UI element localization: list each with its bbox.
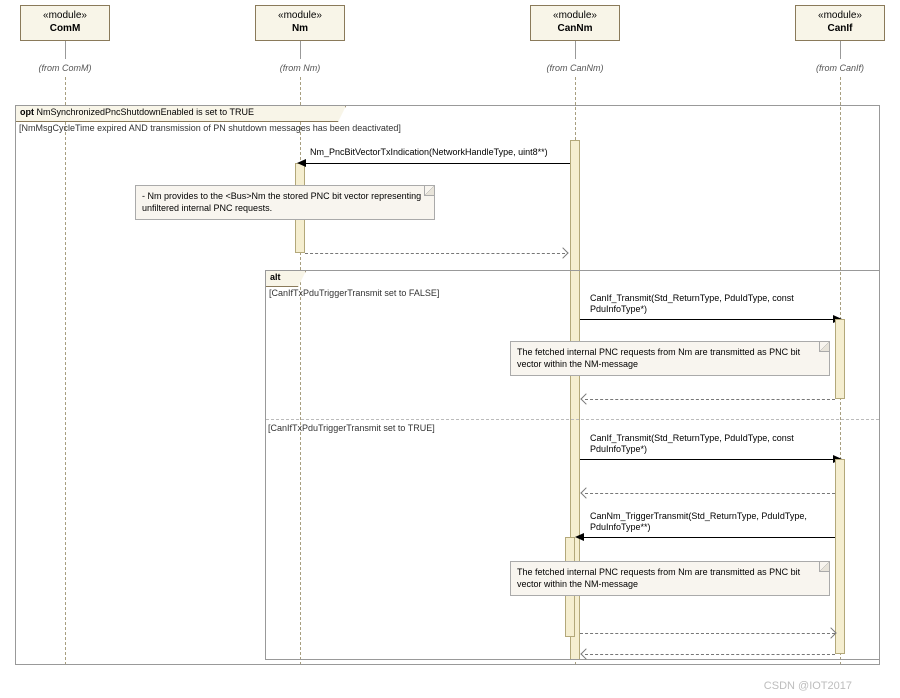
connector: [65, 41, 66, 59]
msg-m4-line: [583, 537, 835, 538]
lifeline-from-canif: (from CanIf): [795, 63, 885, 73]
watermark-text: CSDN @IOT2017: [764, 680, 852, 692]
note-n1: - Nm provides to the <Bus>Nm the stored …: [135, 185, 435, 220]
lifeline-head-comm: «module» ComM: [20, 5, 110, 41]
activation-canif-1: [835, 319, 845, 399]
return-canif-cannm-3: [585, 654, 835, 655]
connector: [575, 41, 576, 59]
alt-frame-tab: alt: [266, 271, 306, 287]
lifeline-from-cannm: (from CanNm): [530, 63, 620, 73]
stereotype: «module»: [531, 9, 619, 22]
lifeline-head-cannm: «module» CanNm: [530, 5, 620, 41]
return-nm-cannm: [305, 253, 565, 254]
opt-title: NmSynchronizedPncShutdownEnabled is set …: [37, 107, 254, 117]
lifeline-from-comm: (from ComM): [20, 63, 110, 73]
alt-guard1: [CanIfTxPduTriggerTransmit set to FALSE]: [269, 288, 439, 298]
lifeline-name: CanNm: [531, 22, 619, 35]
connector: [840, 41, 841, 59]
msg-m2-label: CanIf_Transmit(Std_ReturnType, PduIdType…: [590, 293, 830, 316]
note-n3: The fetched internal PNC requests from N…: [510, 561, 830, 596]
alt-keyword: alt: [270, 272, 281, 282]
note-corner-icon: [819, 342, 829, 352]
msg-m3-line: [580, 459, 835, 460]
msg-m1-label: Nm_PncBitVectorTxIndication(NetworkHandl…: [310, 147, 548, 158]
return-canif-cannm-2: [585, 493, 835, 494]
note-n2: The fetched internal PNC requests from N…: [510, 341, 830, 376]
msg-m2-line: [580, 319, 835, 320]
msg-m1-head: [297, 159, 306, 167]
lifeline-name: ComM: [21, 22, 109, 35]
lifeline-name: Nm: [256, 22, 344, 35]
stereotype: «module»: [21, 9, 109, 22]
note-corner-icon: [424, 186, 434, 196]
return-cannm-canif: [580, 633, 835, 634]
note-text: The fetched internal PNC requests from N…: [517, 567, 800, 589]
lifeline-head-canif: «module» CanIf: [795, 5, 885, 41]
msg-m1-line: [305, 163, 570, 164]
lifeline-head-nm: «module» Nm: [255, 5, 345, 41]
msg-m3-label: CanIf_Transmit(Std_ReturnType, PduIdType…: [590, 433, 835, 456]
connector: [300, 41, 301, 59]
opt-frame-tab: opt NmSynchronizedPncShutdownEnabled is …: [16, 106, 346, 122]
note-text: - Nm provides to the <Bus>Nm the stored …: [142, 191, 421, 213]
opt-guard: [NmMsgCycleTime expired AND transmission…: [19, 123, 401, 133]
lifeline-name: CanIf: [796, 22, 884, 35]
note-text: The fetched internal PNC requests from N…: [517, 347, 800, 369]
msg-m4-head: [575, 533, 584, 541]
msg-m4-label: CanNm_TriggerTransmit(Std_ReturnType, Pd…: [590, 511, 830, 534]
activation-canif-2: [835, 459, 845, 654]
lifeline-from-nm: (from Nm): [255, 63, 345, 73]
opt-keyword: opt: [20, 107, 34, 117]
sequence-diagram: «module» ComM (from ComM) «module» Nm (f…: [10, 5, 890, 675]
note-corner-icon: [819, 562, 829, 572]
return-canif-cannm-1: [585, 399, 835, 400]
stereotype: «module»: [256, 9, 344, 22]
alt-guard2: [CanIfTxPduTriggerTransmit set to TRUE]: [268, 423, 435, 433]
alt-divider: [266, 419, 879, 420]
stereotype: «module»: [796, 9, 884, 22]
